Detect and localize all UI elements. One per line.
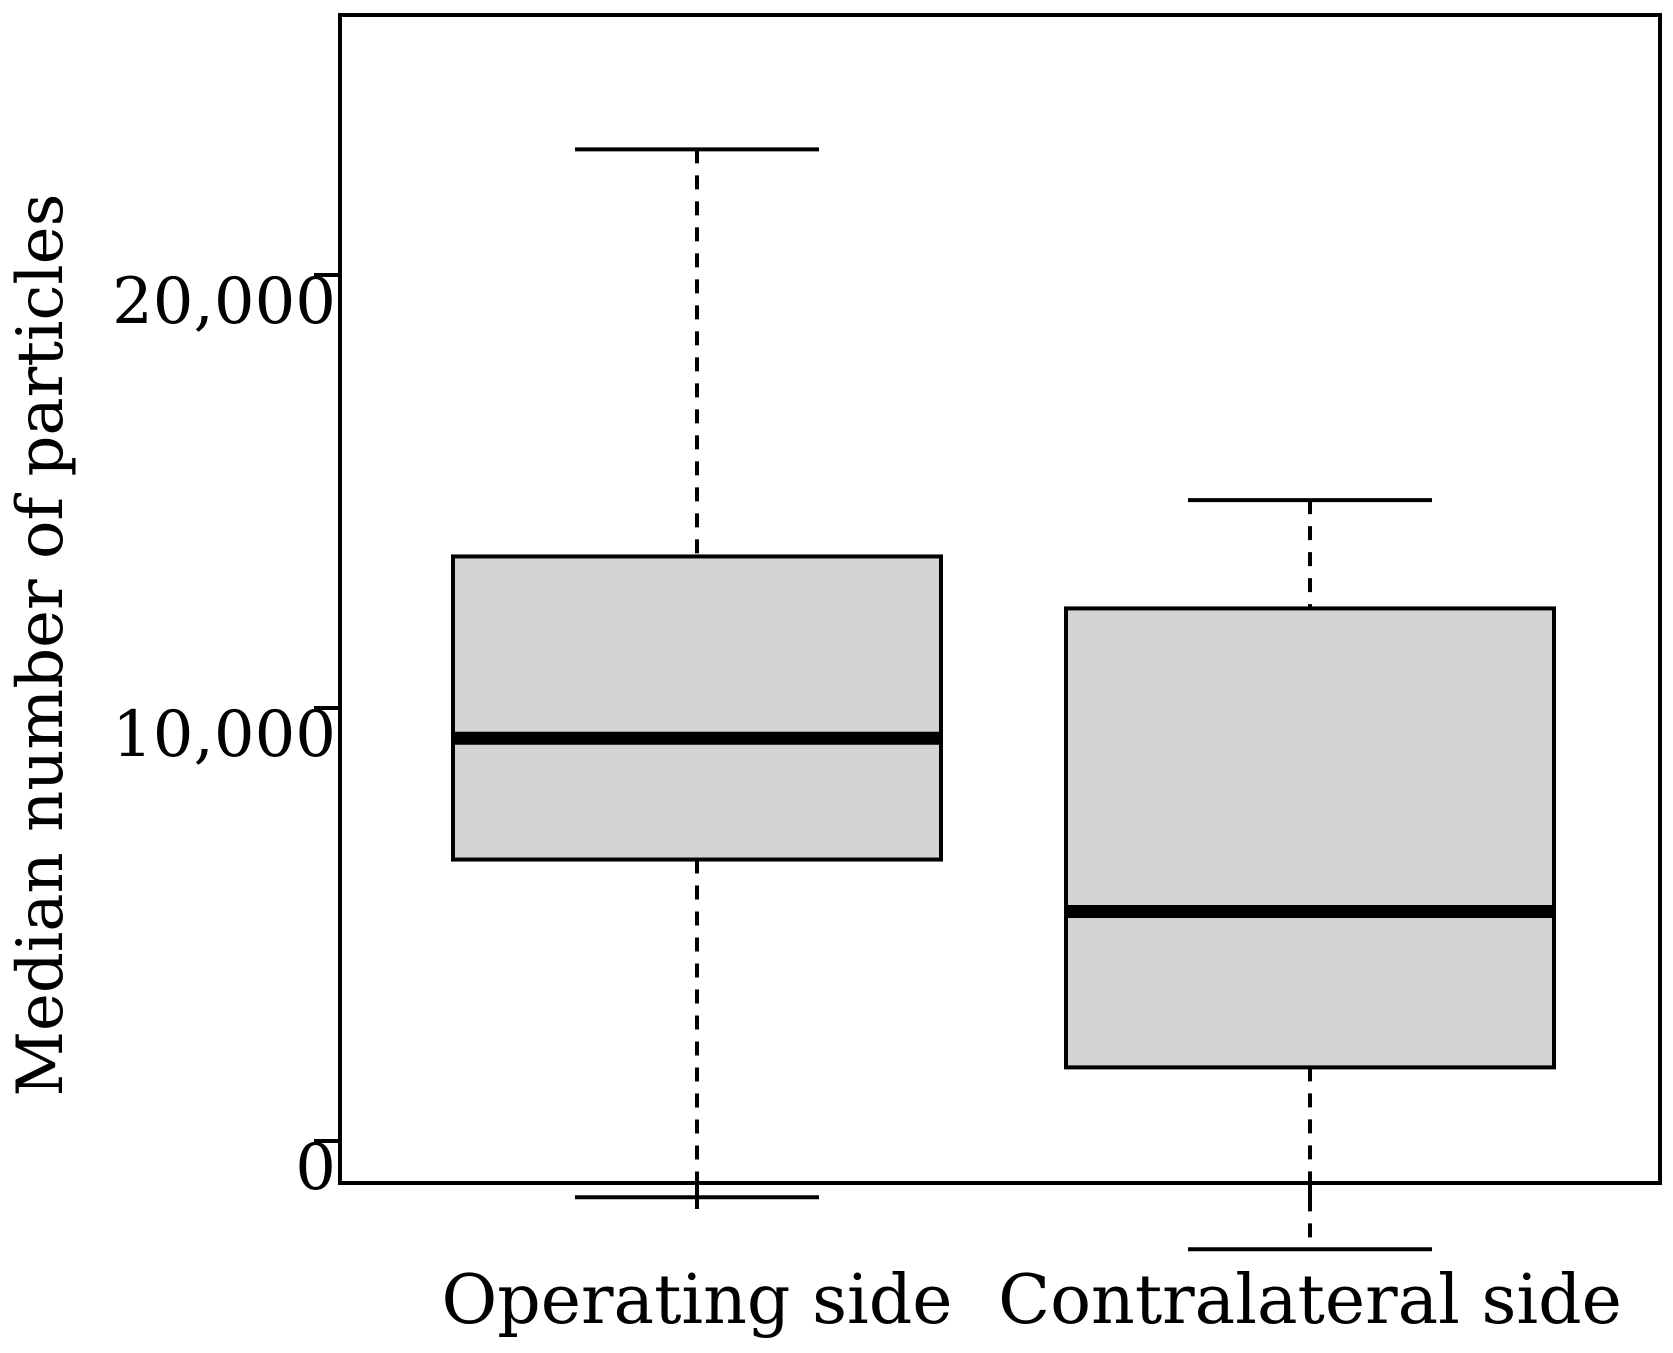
y-tick-label: 0 <box>295 1131 336 1205</box>
iqr-box <box>451 554 943 862</box>
y-tick-label: 10,000 <box>112 698 336 772</box>
y-tick-label: 20,000 <box>112 265 336 339</box>
plot-frame <box>338 13 1662 1185</box>
x-category-label: Operating side <box>442 1261 953 1340</box>
iqr-box <box>1064 606 1556 1070</box>
y-axis-title: Median number of particles <box>4 194 78 1097</box>
x-category-label: Contralateral side <box>998 1261 1622 1340</box>
